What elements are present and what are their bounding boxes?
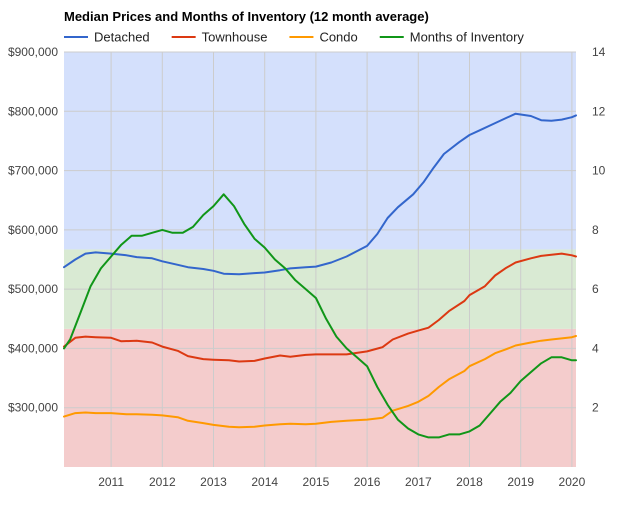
x-tick-label: 2017: [405, 475, 432, 489]
y-right-tick-label: 6: [592, 282, 599, 296]
y-left-tick-label: $900,000: [8, 45, 58, 59]
y-left-tick-label: $600,000: [8, 223, 58, 237]
legend-label: Detached: [94, 30, 150, 45]
y-left-tick-label: $800,000: [8, 104, 58, 118]
right-axis-ticks: 2 4 6 8 10 12 14: [592, 45, 606, 415]
y-right-tick-label: 14: [592, 45, 606, 59]
legend-item-condo[interactable]: Condo: [289, 30, 358, 45]
x-tick-label: 2013: [200, 475, 227, 489]
gridlines: [64, 51, 576, 467]
x-tick-label: 2019: [507, 475, 534, 489]
series-line-months-of-inventory: [63, 193, 577, 439]
series-line-detached: [63, 112, 577, 276]
x-tick-label: 2011: [98, 475, 124, 489]
y-right-tick-label: 12: [592, 104, 606, 118]
x-tick-label: 2014: [251, 475, 278, 489]
legend-label: Condo: [319, 30, 357, 45]
background-bands: [64, 52, 576, 467]
legend-label: Townhouse: [202, 30, 268, 45]
left-axis-ticks: $300,000 $400,000 $500,000 $600,000 $700,000…: [8, 45, 58, 415]
y-left-tick-label: $300,000: [8, 401, 58, 415]
y-right-tick-label: 10: [592, 164, 606, 178]
series-line-townhouse: [63, 252, 577, 363]
x-tick-label: 2016: [354, 475, 381, 489]
x-tick-label: 2018: [456, 475, 483, 489]
legend-item-months-of-inventory[interactable]: Months of Inventory: [379, 30, 525, 45]
background-band-0: [64, 328, 576, 467]
x-axis-ticks: 2011 2012 2013 2014 2015 2016 2017 2018 2019 2020: [98, 475, 585, 489]
series-line-condo: [63, 335, 577, 429]
y-right-tick-label: 4: [592, 341, 599, 355]
y-right-tick-label: 8: [592, 223, 599, 237]
y-left-tick-label: $500,000: [8, 282, 58, 296]
x-tick-label: 2020: [559, 475, 586, 489]
chart-title: Median Prices and Months of Inventory (1…: [64, 9, 429, 24]
background-band-2: [64, 52, 576, 250]
y-left-tick-label: $400,000: [8, 341, 58, 355]
legend: Detached Townhouse Condo Months of Inventor…: [64, 30, 524, 45]
y-right-tick-label: 2: [592, 401, 599, 415]
x-tick-label: 2012: [149, 475, 176, 489]
legend-label: Months of Inventory: [410, 30, 525, 45]
x-tick-label: 2015: [303, 475, 330, 489]
series-layer: [63, 112, 577, 439]
y-left-tick-label: $700,000: [8, 164, 58, 178]
legend-item-townhouse[interactable]: Townhouse: [171, 30, 268, 45]
legend-item-detached[interactable]: Detached: [64, 30, 150, 45]
